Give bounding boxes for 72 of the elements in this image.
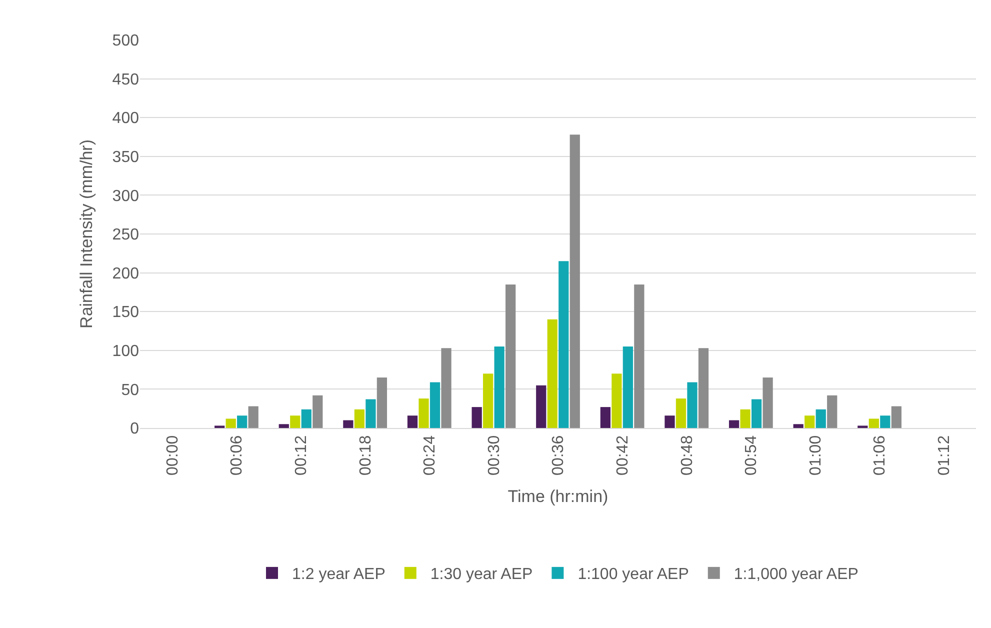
bar <box>880 416 890 428</box>
bar <box>793 424 804 428</box>
legend-label: 1:100 year AEP <box>578 566 689 584</box>
bar <box>891 406 902 428</box>
bar <box>612 374 622 428</box>
bar <box>506 284 516 428</box>
x-tick-label: 00:06 <box>228 435 246 476</box>
x-tick-label: 00:00 <box>164 435 182 476</box>
y-tick-label: 0 <box>130 420 140 438</box>
x-tick-label: 01:00 <box>807 435 824 476</box>
bar <box>366 399 376 428</box>
x-tick-label: 00:36 <box>550 435 568 476</box>
bar <box>558 261 569 428</box>
bar <box>728 420 740 428</box>
bar <box>483 374 494 428</box>
bar <box>570 134 580 428</box>
bar <box>407 416 418 428</box>
bar <box>868 418 879 428</box>
bar <box>237 416 248 428</box>
legend-label: 1:30 year AEP <box>430 566 533 584</box>
bar <box>301 409 312 428</box>
y-axis-title: Rainfall Intensity (mm/hr) <box>76 140 96 328</box>
bar <box>343 420 354 428</box>
y-tick-label: 450 <box>112 71 140 88</box>
bar <box>600 407 610 428</box>
x-tick-label: 00:42 <box>614 435 632 476</box>
bar <box>494 346 504 428</box>
bar <box>740 409 750 428</box>
bar <box>762 378 773 428</box>
x-axis-title: Time (hr:min) <box>508 486 608 506</box>
x-tick-label: 00:24 <box>422 435 439 476</box>
y-tick-label: 150 <box>112 304 140 322</box>
bar <box>751 399 762 428</box>
y-tick-label: 500 <box>112 32 140 50</box>
bar <box>687 382 698 428</box>
y-tick-label: 50 <box>121 382 140 399</box>
x-tick-label: 00:48 <box>678 435 696 476</box>
bar <box>698 348 709 428</box>
x-tick-label: 00:18 <box>357 435 374 476</box>
x-tick-label: 01:06 <box>872 435 889 476</box>
bar <box>664 416 675 428</box>
y-tick-label: 200 <box>112 265 140 282</box>
bar <box>376 378 388 428</box>
bar <box>634 284 644 428</box>
bar <box>472 407 482 428</box>
legend-label: 1:1,000 year AEP <box>734 566 858 584</box>
bar <box>226 418 236 428</box>
bar <box>622 346 633 428</box>
x-tick-label: 01:12 <box>936 435 954 476</box>
y-tick-label: 350 <box>112 149 140 166</box>
x-tick-label: 00:30 <box>486 435 503 476</box>
bar <box>354 409 365 428</box>
bar <box>430 382 440 428</box>
bar <box>827 395 838 428</box>
bar <box>418 398 429 428</box>
bar <box>676 398 686 428</box>
bar <box>547 319 558 428</box>
bar <box>816 409 826 428</box>
bar <box>536 385 546 428</box>
y-tick-label: 100 <box>112 343 140 360</box>
bar <box>248 406 258 428</box>
legend-label: 1:2 year AEP <box>292 566 386 584</box>
bar <box>290 416 300 428</box>
bar <box>804 416 815 428</box>
bar <box>441 348 452 428</box>
x-tick-label: 00:54 <box>743 435 760 476</box>
bar <box>278 424 289 428</box>
bar <box>312 395 323 428</box>
y-tick-label: 400 <box>112 110 140 128</box>
x-tick-label: 00:12 <box>292 435 310 476</box>
y-tick-label: 300 <box>112 188 140 205</box>
y-tick-label: 250 <box>112 226 140 244</box>
